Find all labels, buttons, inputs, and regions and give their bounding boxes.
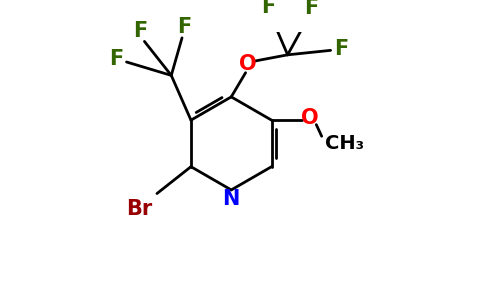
Text: CH₃: CH₃ bbox=[325, 134, 364, 153]
Text: F: F bbox=[261, 0, 275, 16]
Text: O: O bbox=[301, 108, 319, 128]
Text: Br: Br bbox=[126, 199, 152, 219]
Text: O: O bbox=[239, 54, 256, 74]
Text: F: F bbox=[133, 21, 147, 41]
Text: F: F bbox=[304, 0, 318, 18]
Text: F: F bbox=[177, 17, 191, 37]
Text: F: F bbox=[334, 39, 348, 58]
Text: N: N bbox=[223, 189, 240, 209]
Text: F: F bbox=[109, 49, 123, 69]
